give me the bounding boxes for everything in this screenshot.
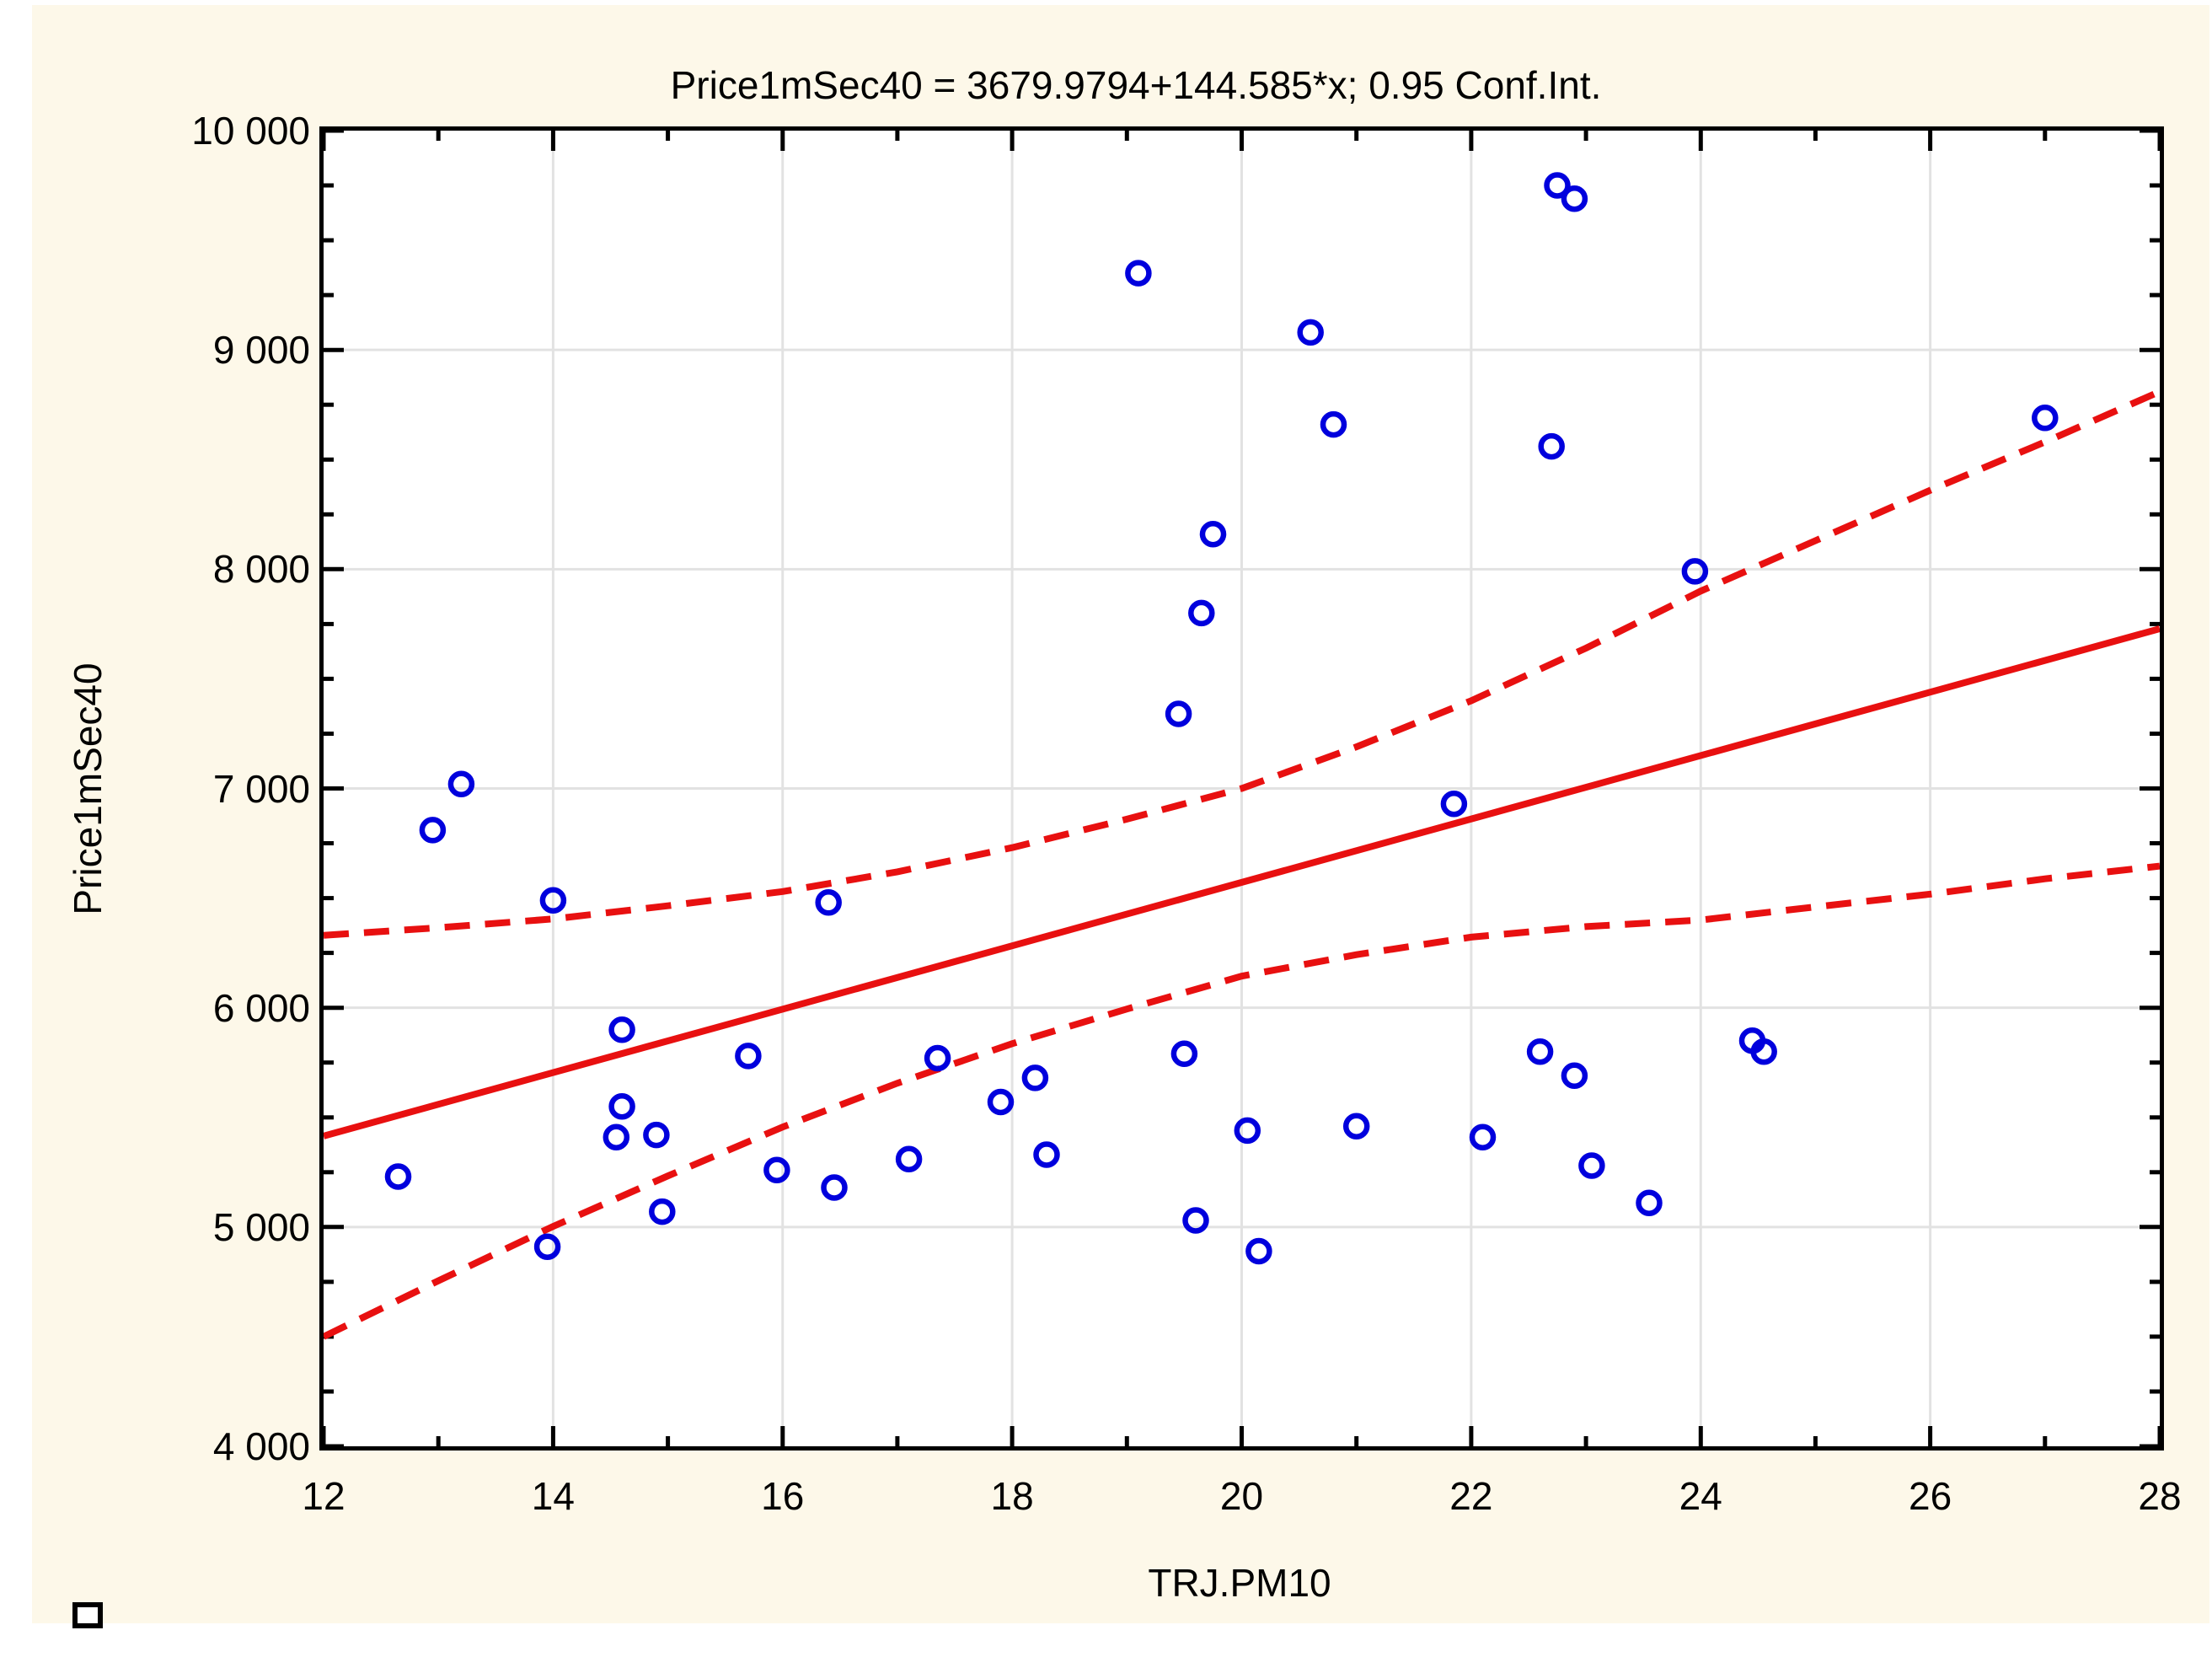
x-tick-label: 24: [1679, 1474, 1722, 1518]
data-point: [1750, 1038, 1777, 1065]
data-point: [1320, 410, 1347, 438]
data-point: [1170, 1040, 1198, 1068]
x-tick-label: 12: [302, 1474, 345, 1518]
data-point: [1544, 172, 1571, 199]
data-point: [1182, 1207, 1209, 1234]
data-point: [895, 1145, 923, 1172]
data-point: [1199, 520, 1227, 548]
x-tick-label: 22: [1449, 1474, 1493, 1518]
x-tick-label: 20: [1219, 1474, 1264, 1518]
data-point: [815, 889, 842, 916]
data-point: [763, 1156, 790, 1183]
y-tick-label: 9 000: [212, 328, 310, 373]
y-tick-label: 5 000: [212, 1204, 310, 1249]
data-point: [608, 1016, 635, 1043]
data-point: [1165, 700, 1192, 727]
data-point: [649, 1198, 676, 1225]
plot-area: [319, 126, 2164, 1451]
y-tick-label: 10 000: [191, 109, 310, 153]
data-point: [1526, 1038, 1554, 1065]
x-tick-label: 26: [1909, 1474, 1952, 1518]
data-point: [1469, 1123, 1497, 1150]
data-point: [1578, 1152, 1605, 1179]
x-axis-title: TRJ.PM10: [1148, 1561, 1331, 1605]
data-point: [1440, 790, 1468, 818]
data-point: [2032, 405, 2059, 432]
data-point: [1297, 319, 1324, 346]
y-tick-label: 7 000: [212, 766, 310, 811]
chart-title: Price1mSec40 = 3679.9794+144.585*x; 0.95…: [670, 63, 1602, 107]
data-point: [1538, 432, 1565, 460]
data-point: [1342, 1113, 1370, 1140]
y-axis-tick-labels: 10 000 9 000 8 000 7 000 6 000 5 000 4 000: [32, 5, 310, 1657]
data-point: [735, 1043, 762, 1070]
chart-canvas: Price1mSec40 = 3679.9794+144.585*x; 0.95…: [32, 5, 2209, 1628]
data-point: [539, 887, 567, 914]
confidence-band-lower: [324, 862, 2160, 1340]
data-point: [924, 1044, 951, 1072]
x-tick-label: 18: [990, 1474, 1034, 1518]
data-point: [608, 1092, 635, 1120]
data-point: [447, 770, 475, 798]
data-point: [1234, 1117, 1261, 1145]
y-tick-label: 6 000: [212, 985, 310, 1030]
data-point: [1245, 1237, 1272, 1265]
data-point: [987, 1088, 1015, 1116]
x-tick-label: 16: [761, 1474, 805, 1518]
y-tick-label: 4 000: [212, 1424, 310, 1468]
data-point: [419, 817, 447, 844]
data-point: [1033, 1141, 1060, 1168]
data-point: [1561, 185, 1588, 212]
data-point: [1021, 1064, 1049, 1091]
data-point: [1188, 599, 1215, 627]
data-point: [821, 1174, 848, 1201]
data-point: [384, 1163, 412, 1190]
data-point: [1125, 260, 1152, 287]
data-point: [1561, 1062, 1588, 1090]
scatter-plot-svg: [324, 131, 2160, 1446]
data-point: [533, 1233, 561, 1260]
data-point: [1681, 558, 1709, 585]
confidence-band-upper: [324, 388, 2160, 939]
data-point: [1636, 1189, 1663, 1216]
regression-line: [324, 625, 2160, 1140]
y-tick-label: 8 000: [212, 547, 310, 592]
x-tick-label: 14: [531, 1474, 575, 1518]
x-tick-label: 28: [2138, 1474, 2182, 1518]
point-marker-legend-icon: [72, 1602, 103, 1628]
data-point: [603, 1123, 630, 1150]
data-point: [643, 1121, 670, 1149]
